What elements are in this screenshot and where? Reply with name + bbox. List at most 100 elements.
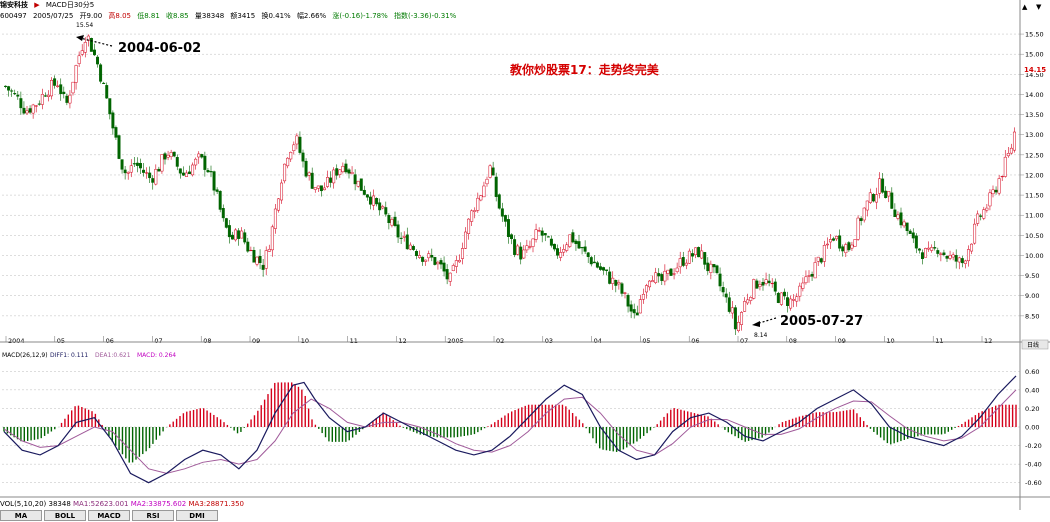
candle-body	[850, 244, 854, 249]
scroll-up-icon[interactable]: ▲	[1022, 3, 1028, 11]
candle-body	[614, 279, 618, 286]
candle-body	[307, 172, 311, 176]
price-tick-label: 9.50	[1025, 272, 1039, 280]
candle-body	[191, 164, 195, 176]
candle-body	[393, 216, 397, 226]
candle-body	[687, 250, 691, 264]
tab-boll[interactable]: BOLL	[44, 510, 86, 521]
candle-body	[537, 230, 541, 232]
candle-body	[132, 163, 136, 165]
candle-body	[372, 195, 376, 206]
candle-body	[684, 262, 688, 266]
candle-body	[28, 108, 32, 113]
tab-dmi[interactable]: DMI	[176, 510, 218, 521]
candle-body	[871, 194, 875, 202]
candle-body	[178, 168, 182, 174]
candle-body	[203, 155, 207, 170]
candle-body	[289, 151, 293, 160]
candle-body	[1012, 131, 1016, 151]
candle-body	[945, 255, 949, 259]
candle-body	[157, 168, 161, 172]
candle-body	[559, 252, 563, 258]
candle-body	[746, 299, 750, 304]
candle-body	[933, 247, 937, 249]
candle-body	[221, 208, 225, 219]
price-tick-label: 13.50	[1025, 111, 1044, 119]
candle-body	[375, 198, 379, 205]
candle-body	[973, 223, 977, 244]
candlestick-series	[4, 34, 1016, 335]
candle-body	[942, 252, 946, 255]
candle-body	[862, 207, 866, 221]
candle-body	[525, 245, 529, 251]
indicator-tabs: MA BOLL MACD RSI DMI	[0, 510, 220, 521]
candle-body	[120, 159, 124, 170]
high-price: 高8.05	[108, 12, 131, 20]
candle-body	[273, 208, 277, 229]
vol-ma3: MA3:28871.350	[188, 500, 244, 508]
candle-body	[292, 144, 296, 151]
scroll-icons[interactable]: ▲ ▼	[1022, 3, 1042, 11]
macd-y-axis: -0.60 -0.40 -0.20 0.00 0.20 0.40 0.60	[1025, 368, 1042, 487]
tab-macd[interactable]: MACD	[88, 510, 130, 521]
candle-body	[160, 154, 164, 172]
candle-body	[482, 185, 486, 198]
candle-body	[347, 169, 351, 174]
price-tick-label: 9.00	[1025, 292, 1039, 300]
candle-body	[816, 256, 820, 262]
x-tick-label: 06	[691, 337, 699, 345]
candle-body	[853, 239, 857, 247]
x-tick-label: 06	[106, 337, 114, 345]
candle-body	[108, 98, 112, 115]
candle-body	[580, 247, 584, 249]
candle-body	[644, 285, 648, 293]
candle-body	[982, 209, 986, 219]
macd-tick-label: 0.20	[1025, 405, 1039, 413]
candle-body	[71, 81, 75, 94]
candle-body	[56, 85, 60, 88]
amplitude: 幅2.66%	[296, 12, 327, 20]
scroll-down-icon[interactable]: ▼	[1036, 3, 1042, 11]
candle-body	[270, 226, 274, 251]
x-tick-label: 2005	[447, 337, 464, 345]
macd-lines	[3, 375, 1017, 484]
peak-annotation: 2004-06-02 15.54	[76, 22, 201, 56]
candle-body	[577, 241, 581, 249]
candle-body	[227, 225, 231, 238]
candle-body	[703, 252, 707, 265]
play-icon[interactable]: ▶	[34, 1, 40, 9]
candle-body	[114, 127, 118, 138]
peak-arrow-line	[79, 37, 113, 47]
tab-rsi[interactable]: RSI	[132, 510, 174, 521]
candle-body	[822, 245, 826, 262]
candle-body	[859, 218, 863, 222]
macd-grid	[2, 371, 1020, 483]
candle-body	[362, 189, 366, 195]
candle-body	[641, 293, 645, 300]
candle-body	[445, 269, 449, 280]
candle-body	[169, 152, 173, 158]
tab-ma[interactable]: MA	[0, 510, 42, 521]
candle-body	[276, 198, 280, 211]
candle-body	[856, 217, 860, 240]
candle-body	[638, 299, 642, 314]
daily-button-label: 日线	[1027, 341, 1039, 349]
candle-body	[123, 169, 127, 174]
price-tick-label: 10.00	[1025, 252, 1044, 260]
candle-body	[963, 260, 967, 264]
daily-button[interactable]	[1021, 339, 1049, 350]
turnover: 换0.41%	[261, 12, 291, 20]
x-tick-label: 10	[886, 337, 894, 345]
candle-body	[313, 187, 317, 190]
candle-body	[365, 194, 369, 198]
candle-body	[743, 301, 747, 312]
candle-body	[476, 197, 480, 211]
candle-body	[602, 267, 606, 271]
candle-body	[7, 86, 11, 91]
candle-body	[488, 165, 492, 178]
candle-body	[249, 249, 253, 252]
candle-body	[795, 296, 799, 302]
candle-body	[258, 255, 262, 264]
trough-price-label: 8.14	[754, 332, 768, 339]
